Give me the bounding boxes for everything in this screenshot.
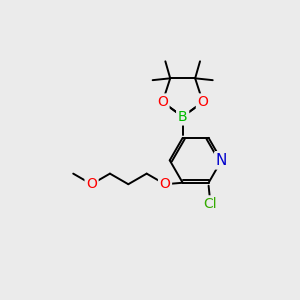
Text: O: O bbox=[160, 177, 170, 191]
Text: B: B bbox=[178, 110, 188, 124]
Text: O: O bbox=[197, 95, 208, 109]
Text: Cl: Cl bbox=[203, 197, 217, 211]
Text: O: O bbox=[86, 177, 97, 191]
Text: B: B bbox=[178, 110, 188, 124]
Text: N: N bbox=[216, 153, 227, 168]
Text: O: O bbox=[157, 95, 168, 109]
